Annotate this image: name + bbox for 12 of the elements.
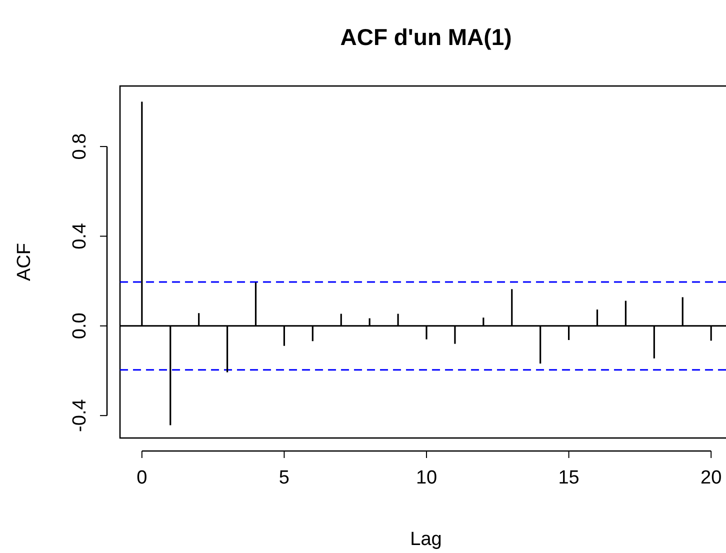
x-tick-label: 0 — [136, 467, 148, 488]
x-tick-label: 10 — [416, 467, 438, 488]
y-tick-label: -0.4 — [70, 398, 91, 432]
x-axis-title: Lag — [410, 529, 442, 550]
x-tick-label: 5 — [278, 467, 290, 488]
y-tick-label: 0.4 — [70, 222, 91, 250]
y-tick-label: 0.0 — [70, 312, 91, 340]
y-tick-label: 0.8 — [70, 133, 91, 160]
chart-title: ACF d'un MA(1) — [340, 24, 512, 50]
y-axis-title: ACF — [14, 243, 35, 281]
x-tick-label: 15 — [558, 467, 580, 488]
x-tick-label: 20 — [700, 467, 722, 488]
